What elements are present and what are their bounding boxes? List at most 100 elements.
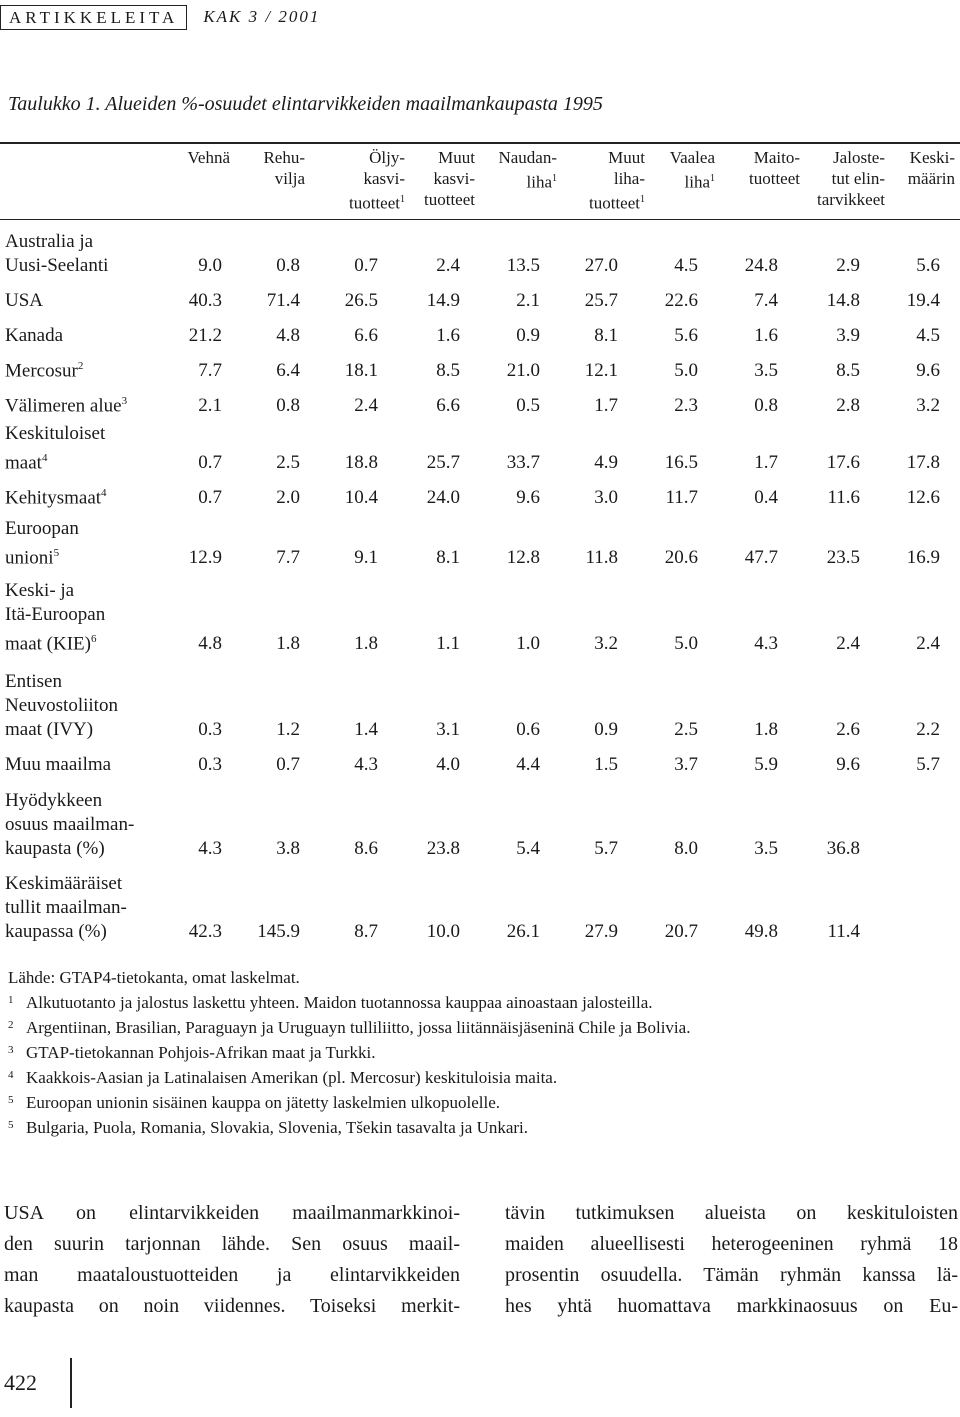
running-header: ARTIKKELEITA KAK 3 / 2001 (0, 4, 320, 30)
table-cell: 3.5 (754, 360, 778, 381)
table-cell: 5.6 (674, 325, 698, 346)
table-cell: 8.7 (354, 921, 378, 942)
column-header: Vaalea liha1 (670, 147, 715, 193)
table-cell: 12.1 (584, 360, 618, 381)
table-cell: 5.9 (754, 754, 778, 775)
table-cell: 21.2 (188, 325, 222, 346)
table-cell: 9.0 (198, 255, 222, 276)
body-text-line: prosentin osuudella. Tämän ryhmän kanssa… (505, 1264, 958, 1286)
table-cell: 0.5 (516, 395, 540, 416)
footnote-mark: 4 (41, 451, 48, 464)
row-label: Välimeren alue3 (5, 394, 128, 416)
column-header-text: Muut kasvi- tuotteet (424, 148, 475, 209)
table-cell: 3.9 (836, 325, 860, 346)
table-cell: 1.7 (754, 452, 778, 473)
footnote-mark: 2 (8, 1019, 14, 1031)
table-cell: 5.0 (674, 360, 698, 381)
table-cell: 1.8 (754, 719, 778, 740)
table-cell: 3.0 (594, 487, 618, 508)
column-header-text: Rehu- vilja (263, 148, 305, 188)
table-cell: 17.6 (826, 452, 860, 473)
footnote-text: Euroopan unionin sisäinen kauppa on jäte… (26, 1093, 501, 1112)
table-cell: 27.9 (584, 921, 618, 942)
table-cell: 23.5 (826, 547, 860, 568)
table-cell: 4.0 (436, 754, 460, 775)
row-label: Muu maailma (5, 754, 112, 775)
table-cell: 1.1 (436, 633, 460, 654)
table-cell: 18.8 (344, 452, 378, 473)
footnote-mark: 5 (8, 1119, 14, 1131)
footnote-text: Alkutuotanto ja jalostus laskettu yhteen… (26, 993, 653, 1012)
table-cell: 12.8 (506, 547, 540, 568)
table-cell: 14.8 (826, 290, 860, 311)
column-header: Naudan- liha1 (498, 147, 557, 193)
table-cell: 5.6 (916, 255, 940, 276)
footnote-text: GTAP-tietokannan Pohjois-Afrikan maat ja… (26, 1043, 376, 1062)
table-cell: 5.7 (916, 754, 940, 775)
table-cell: 49.8 (744, 921, 778, 942)
table-cell: 7.7 (276, 547, 300, 568)
table-cell: 0.3 (198, 754, 222, 775)
table-cell: 11.7 (665, 487, 698, 508)
table-cell: 3.2 (594, 633, 618, 654)
table-cell: 11.4 (827, 921, 860, 942)
table-cell: 1.5 (594, 754, 618, 775)
table-cell: 9.6 (516, 487, 540, 508)
table-cell: 5.0 (674, 633, 698, 654)
table-cell: 9.1 (354, 547, 378, 568)
footnote-mark: 1 (400, 194, 405, 205)
table-cell: 4.3 (354, 754, 378, 775)
table-notes: Lähde: GTAP4-tietokanta, omat laskelmat.… (8, 965, 938, 1140)
table-cell: 3.7 (674, 754, 698, 775)
footnote: 5 Bulgaria, Puola, Romania, Slovakia, Slo… (8, 1115, 938, 1140)
row-label: Kanada (5, 325, 64, 346)
source-note: Lähde: GTAP4-tietokanta, omat laskelmat. (8, 968, 300, 987)
table-cell: 0.6 (516, 719, 540, 740)
row-label: USA (5, 290, 44, 311)
table-cell: 23.8 (426, 838, 460, 859)
column-header: Keski- määrin (908, 147, 955, 189)
table-cell: 1.6 (754, 325, 778, 346)
table-cell: 0.9 (516, 325, 540, 346)
column-header-text: Maito- tuotteet (749, 148, 800, 188)
table-cell: 4.4 (516, 754, 540, 775)
footnote-mark: 2 (77, 359, 84, 372)
table-cell: 1.8 (276, 633, 300, 654)
table-cell: 2.1 (516, 290, 540, 311)
table-cell: 40.3 (188, 290, 222, 311)
table-cell: 6.4 (276, 360, 300, 381)
table-cell: 2.0 (276, 487, 300, 508)
column-header: Muut liha- tuotteet1 (589, 147, 645, 214)
row-label: Hyödykkeen osuus maailman- kaupasta (%) (5, 790, 135, 859)
footnote-mark: 1 (552, 173, 557, 184)
table-cell: 7.7 (198, 360, 222, 381)
row-label: Australia ja Uusi-Seelanti (5, 231, 109, 276)
table-cell: 8.1 (594, 325, 618, 346)
table-cell: 4.3 (754, 633, 778, 654)
table-cell: 13.5 (506, 255, 540, 276)
footnote-mark: 1 (640, 194, 645, 205)
table-cell: 11.8 (585, 547, 618, 568)
table-cell: 42.3 (188, 921, 222, 942)
table-cell: 0.7 (354, 255, 378, 276)
row-label: Mercosur2 (5, 359, 84, 381)
table-cell: 2.4 (836, 633, 860, 654)
page-number: 422 (4, 1370, 37, 1395)
row-label: Kehitysmaat4 (5, 486, 107, 508)
row-label: Euroopan unioni5 (5, 517, 79, 568)
column-header-text: Vehnä (187, 148, 230, 167)
footnote-text: Argentiinan, Brasilian, Paraguayn ja Uru… (26, 1018, 691, 1037)
top-rule (0, 142, 960, 144)
table-cell: 4.3 (198, 838, 222, 859)
footnote: 3 GTAP-tietokannan Pohjois-Afrikan maat j… (8, 1040, 938, 1065)
header-bottom-rule (0, 218, 960, 220)
table-cell: 18.1 (344, 360, 378, 381)
table-cell: 20.7 (664, 921, 698, 942)
table-cell: 3.5 (754, 838, 778, 859)
body-text-line: maiden alueellisesti heterogeeninen ryhm… (505, 1233, 958, 1255)
body-text-line: man maataloustuotteiden ja elintarvikkei… (4, 1264, 460, 1286)
table-cell: 1.4 (354, 719, 378, 740)
table-cell: 2.4 (916, 633, 940, 654)
table-cell: 21.0 (506, 360, 540, 381)
table-cell: 8.1 (436, 547, 460, 568)
